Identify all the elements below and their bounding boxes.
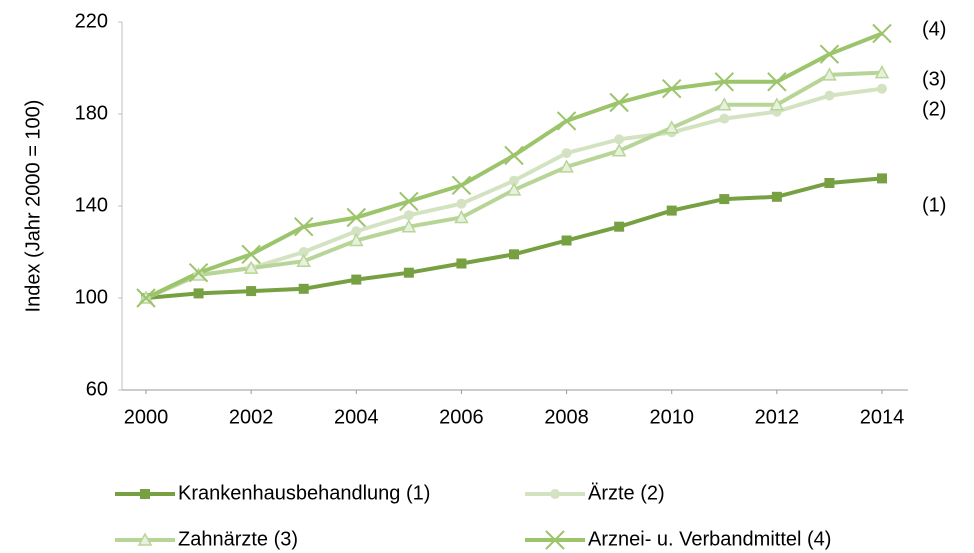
marker [769, 97, 785, 111]
x-tick-label: 2004 [334, 406, 379, 428]
marker [403, 210, 414, 221]
x-tick-label: 2002 [229, 406, 274, 428]
marker [294, 216, 314, 237]
marker [561, 148, 572, 159]
legend-marker [137, 532, 153, 546]
series-line [145, 176, 883, 300]
x-tick-label: 2000 [124, 406, 169, 428]
marker [719, 194, 730, 205]
x-tick-label: 2008 [544, 406, 589, 428]
legend-label: Ärzte (2) [588, 482, 665, 504]
marker [246, 286, 257, 297]
marker [346, 207, 366, 228]
marker [401, 219, 417, 233]
marker [506, 182, 522, 196]
marker [136, 288, 156, 308]
annotation: (2) [922, 98, 946, 120]
marker [824, 90, 835, 101]
marker [296, 253, 311, 267]
marker [666, 205, 677, 216]
marker [454, 209, 469, 224]
marker [509, 249, 519, 260]
marker [872, 23, 892, 44]
marker [509, 175, 519, 186]
marker [298, 247, 309, 257]
marker [609, 92, 629, 113]
marker [456, 198, 467, 209]
legend-label: Zahnärzte (3) [178, 528, 298, 550]
marker [298, 283, 309, 294]
marker [819, 44, 840, 64]
y-tick-label: 60 [86, 378, 108, 400]
marker [403, 267, 414, 278]
marker [351, 274, 362, 285]
marker [399, 191, 419, 212]
marker [611, 143, 627, 157]
x-tick-label: 2012 [755, 406, 800, 428]
marker [662, 78, 682, 99]
legend-marker [140, 489, 150, 499]
x-tick-label: 2014 [860, 406, 905, 428]
marker [824, 178, 835, 188]
legend-label: Krankenhausbehandlung (1) [178, 482, 430, 504]
annotation: (4) [922, 18, 946, 40]
marker [451, 175, 472, 196]
marker [664, 120, 679, 134]
marker [614, 134, 625, 145]
marker [561, 235, 572, 246]
marker [877, 83, 887, 94]
marker [351, 226, 362, 237]
legend-label: Arznei- u. Verbandmittel (4) [588, 528, 831, 550]
x-tick-label: 2006 [439, 406, 484, 428]
marker [714, 72, 734, 92]
marker [559, 159, 574, 173]
y-tick-label: 140 [75, 194, 108, 216]
x-tick-label: 2010 [649, 406, 694, 428]
marker [456, 258, 467, 269]
marker [556, 111, 577, 131]
marker [241, 244, 261, 265]
marker [771, 191, 782, 202]
marker [349, 232, 364, 247]
y-tick-label: 220 [75, 10, 108, 32]
y-axis-label: Index (Jahr 2000 = 100) [22, 100, 44, 313]
marker [719, 113, 730, 124]
marker [717, 97, 732, 111]
marker [504, 145, 524, 166]
marker [767, 72, 787, 92]
y-tick-label: 180 [75, 102, 108, 124]
annotation: (1) [922, 194, 946, 216]
marker [243, 260, 259, 274]
marker [877, 173, 887, 184]
marker [188, 262, 209, 283]
legend-marker [545, 530, 565, 550]
legend-marker [550, 489, 560, 499]
marker [874, 65, 890, 79]
y-tick-label: 100 [75, 286, 108, 308]
marker [822, 67, 837, 81]
annotation: (3) [922, 68, 946, 90]
marker [193, 288, 204, 299]
marker [614, 221, 625, 232]
